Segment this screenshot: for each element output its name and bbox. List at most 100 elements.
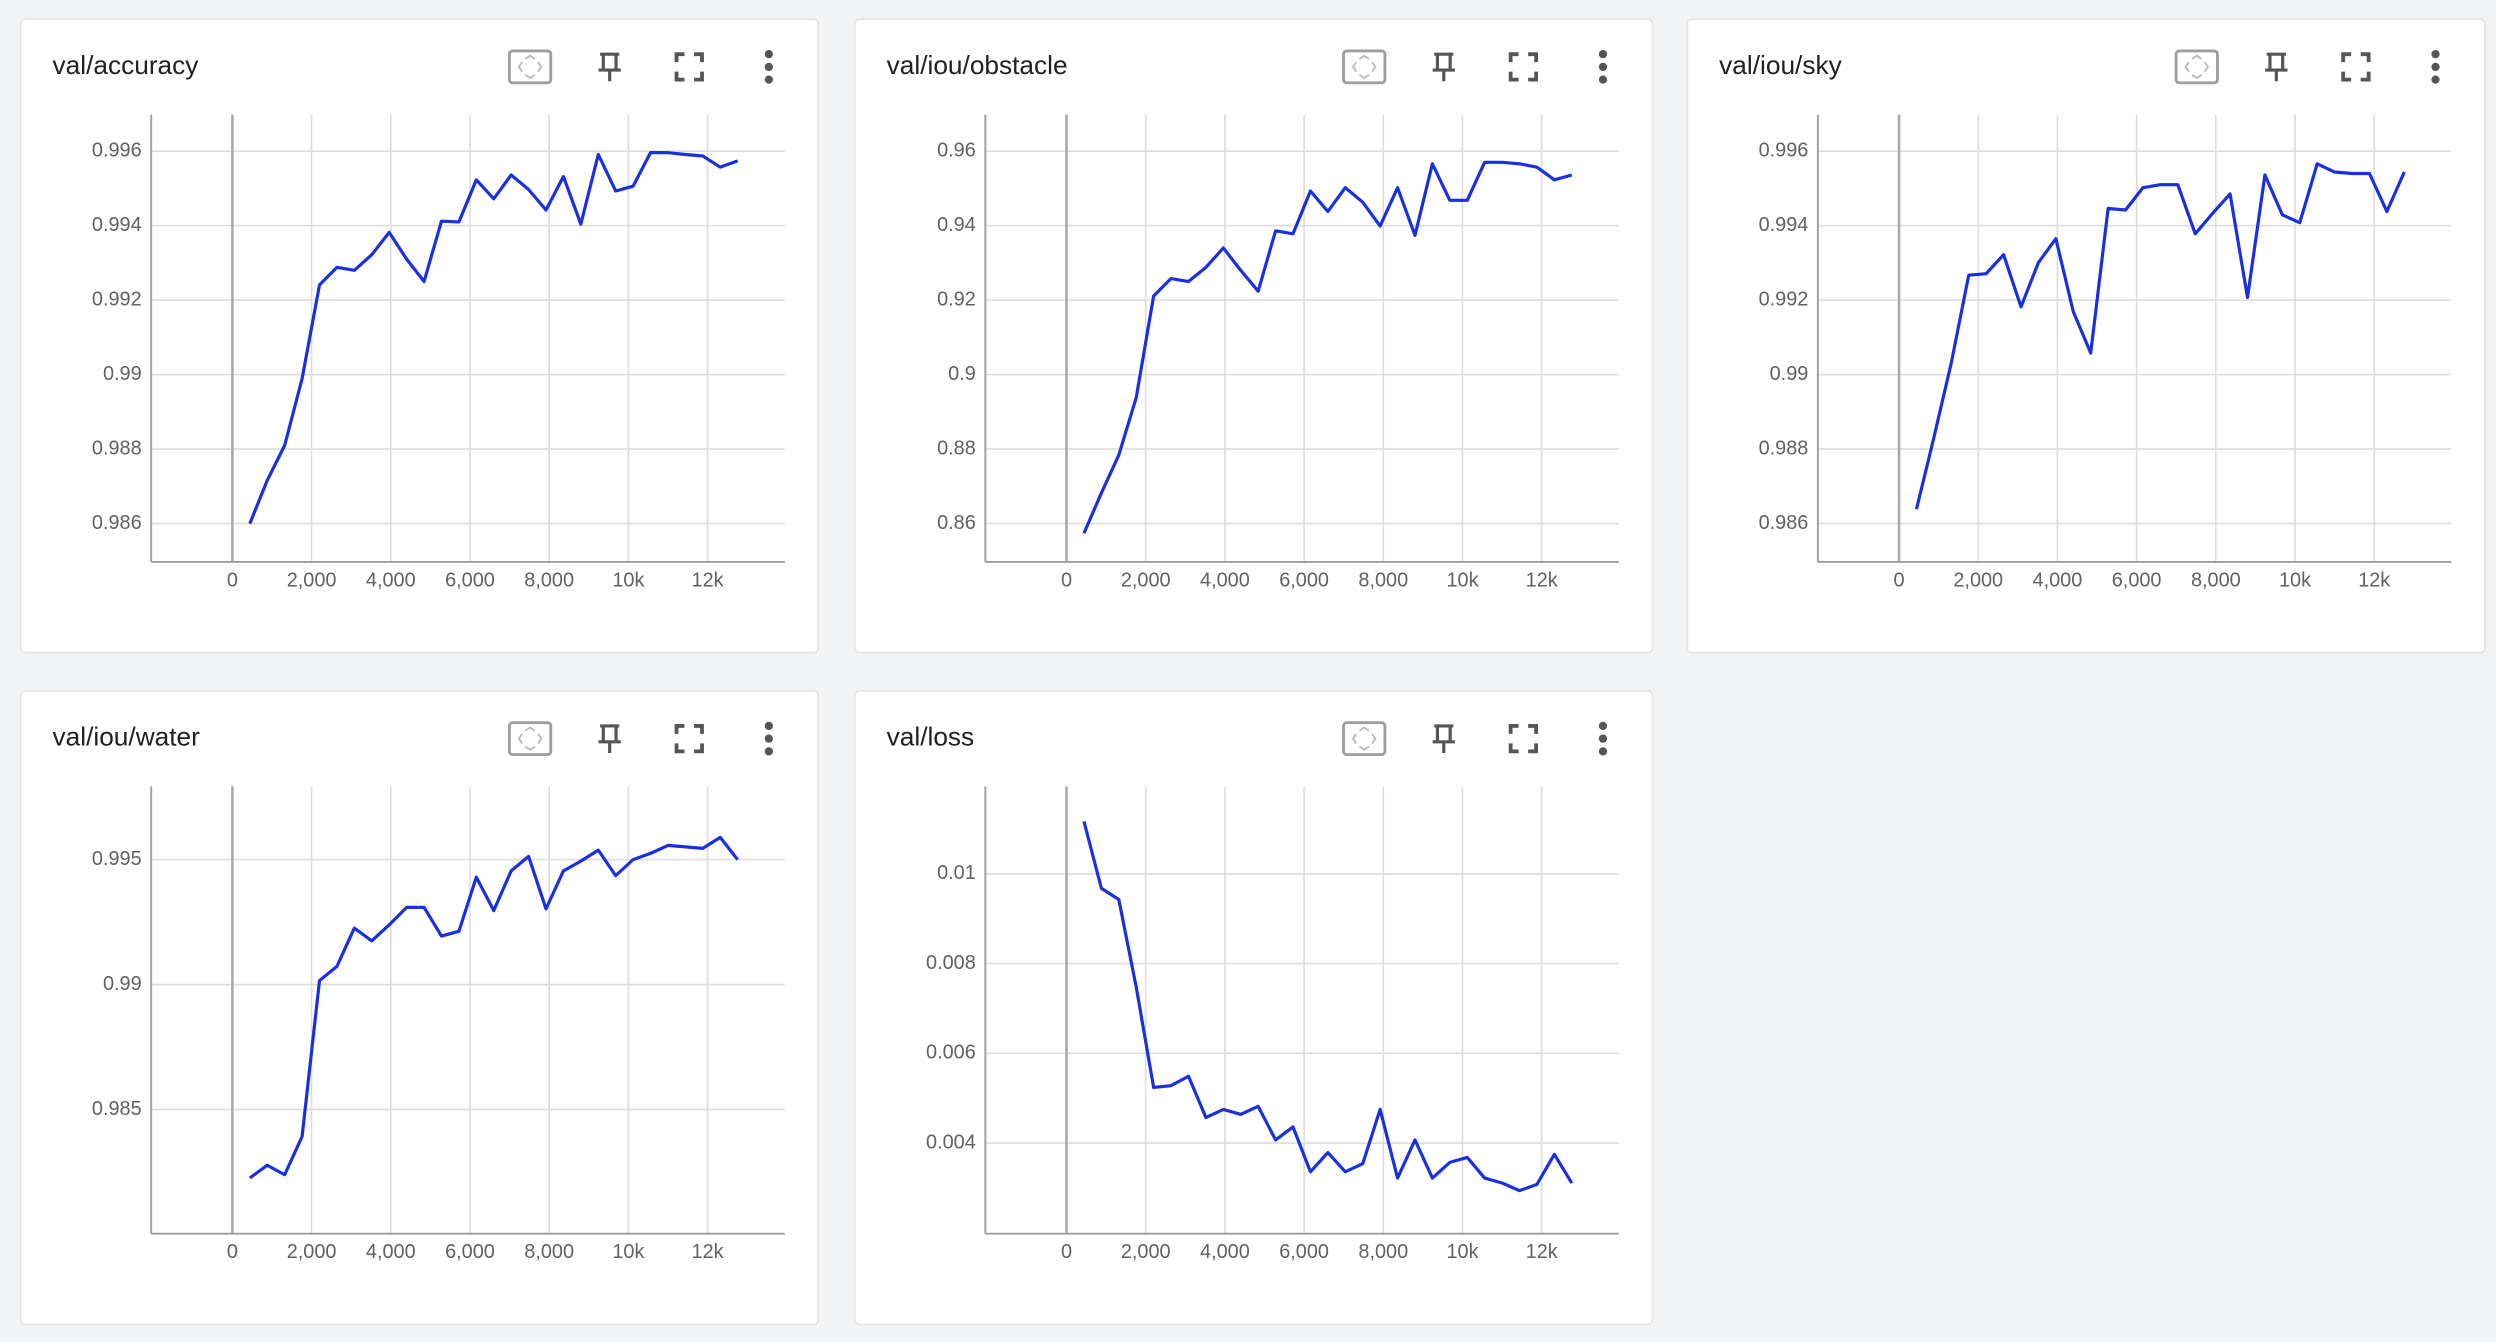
plot-area — [1082, 160, 1573, 534]
y-tick-label: 0.994 — [1759, 214, 1809, 236]
y-tick-label: 0.986 — [92, 512, 142, 534]
pin-button[interactable] — [1432, 724, 1455, 753]
x-tick-label: 6,000 — [1279, 569, 1329, 591]
x-tick-label: 12k — [1526, 1241, 1558, 1263]
chart-card: val/iou/sky 0.986 0.988 0.99 0.992 0.994 0.996… — [1686, 18, 2486, 654]
y-tick-label: 0.992 — [92, 288, 142, 310]
y-tick-label: 0.008 — [926, 952, 976, 974]
x-tick-label: 0 — [227, 1241, 238, 1263]
icon — [598, 52, 621, 82]
x-tick-label: 6,000 — [2112, 569, 2162, 591]
x-tick-label: 0 — [1061, 1241, 1072, 1263]
icon — [1598, 50, 1608, 59]
x-tick-label: 6,000 — [1279, 1241, 1329, 1263]
x-tick-label: 0 — [1061, 569, 1072, 591]
fullscreen-button[interactable] — [2341, 52, 2371, 82]
x-tick-label: 2,000 — [1953, 569, 2003, 591]
icon — [1598, 747, 1608, 756]
more-button[interactable] — [2431, 50, 2440, 84]
icon — [1508, 52, 1539, 82]
series-line — [248, 835, 739, 1180]
x-tick-label: 12k — [692, 1241, 724, 1263]
fit-domain-button[interactable] — [507, 49, 553, 85]
x-tick-label: 6,000 — [445, 569, 495, 591]
y-tick-label: 0.006 — [926, 1042, 976, 1064]
y-tick-label: 0.01 — [937, 862, 976, 884]
card-background — [854, 18, 1654, 654]
x-tick-label: 10k — [1446, 1241, 1478, 1263]
more-button[interactable] — [1598, 50, 1608, 84]
x-tick-label: 10k — [612, 569, 644, 591]
x-tick-label: 0 — [1894, 569, 1905, 591]
icon — [1432, 52, 1455, 82]
card-background — [19, 18, 819, 654]
toolbar — [1342, 49, 1608, 85]
x-tick-label: 12k — [1526, 569, 1558, 591]
icon — [598, 724, 621, 753]
y-tick-label: 0.92 — [937, 288, 976, 310]
x-tick-label: 8,000 — [524, 1241, 574, 1263]
chart-card: val/iou/water 0.985 0.99 0.995 0 2,000 4,000 6,… — [19, 690, 819, 1326]
fit-domain-button[interactable] — [2174, 49, 2219, 85]
icon — [1351, 54, 1377, 80]
fit-domain-button[interactable] — [507, 721, 553, 757]
x-tick-label: 12k — [692, 569, 724, 591]
y-tick-label: 0.994 — [92, 214, 142, 236]
icon — [1432, 724, 1455, 753]
icon — [1351, 726, 1377, 751]
plot-area — [1082, 820, 1574, 1193]
plot-area — [1914, 162, 2406, 510]
plot-area — [248, 151, 739, 525]
x-tick-label: 10k — [612, 1241, 644, 1263]
icon — [2431, 75, 2440, 84]
x-tick-label: 2,000 — [287, 569, 337, 591]
icon — [1598, 721, 1608, 731]
icon — [1598, 734, 1608, 743]
icon — [517, 54, 543, 80]
icon — [2174, 49, 2219, 85]
y-tick-label: 0.94 — [937, 214, 976, 236]
pin-button[interactable] — [2265, 52, 2288, 82]
card-background — [854, 690, 1654, 1326]
pin-button[interactable] — [1432, 52, 1455, 82]
more-button[interactable] — [764, 50, 773, 84]
y-tick-label: 0.99 — [103, 973, 142, 995]
x-tick-label: 4,000 — [1200, 569, 1250, 591]
x-tick-label: 8,000 — [524, 569, 574, 591]
more-button[interactable] — [764, 721, 773, 756]
y-tick-label: 0.995 — [92, 848, 142, 870]
x-tick-label: 4,000 — [366, 569, 416, 591]
card-background — [19, 690, 819, 1326]
pin-button[interactable] — [598, 724, 621, 753]
icon — [674, 52, 704, 82]
x-tick-label: 0 — [227, 569, 238, 591]
icon — [1598, 75, 1608, 84]
chart-title: val/loss — [887, 722, 975, 752]
plot-area — [248, 835, 739, 1180]
pin-button[interactable] — [598, 52, 621, 82]
icon — [1508, 724, 1539, 754]
x-tick-label: 2,000 — [1121, 1241, 1171, 1263]
fullscreen-button[interactable] — [1508, 724, 1539, 754]
y-tick-label: 0.996 — [1759, 139, 1809, 161]
y-tick-label: 0.996 — [92, 139, 142, 161]
x-tick-label: 2,000 — [1121, 569, 1171, 591]
fullscreen-button[interactable] — [674, 724, 704, 754]
toolbar — [507, 49, 773, 85]
chart-title: val/iou/sky — [1719, 50, 1842, 80]
y-tick-label: 0.988 — [1759, 437, 1809, 459]
icon — [1598, 62, 1608, 72]
x-tick-label: 2,000 — [287, 1241, 337, 1263]
fit-domain-button[interactable] — [1342, 49, 1387, 85]
icon — [2265, 52, 2288, 82]
toolbar — [2174, 49, 2440, 85]
fullscreen-button[interactable] — [1508, 52, 1539, 82]
fit-domain-button[interactable] — [1342, 721, 1387, 757]
chart-card: val/iou/obstacle 0.86 0.88 0.9 0.92 0.94 0.96 0… — [854, 18, 1654, 654]
more-button[interactable] — [1598, 721, 1608, 756]
fullscreen-button[interactable] — [674, 52, 704, 82]
chart-title: val/iou/obstacle — [887, 50, 1068, 80]
x-tick-label: 10k — [2279, 569, 2311, 591]
icon — [2341, 52, 2371, 82]
y-tick-label: 0.9 — [948, 363, 976, 385]
